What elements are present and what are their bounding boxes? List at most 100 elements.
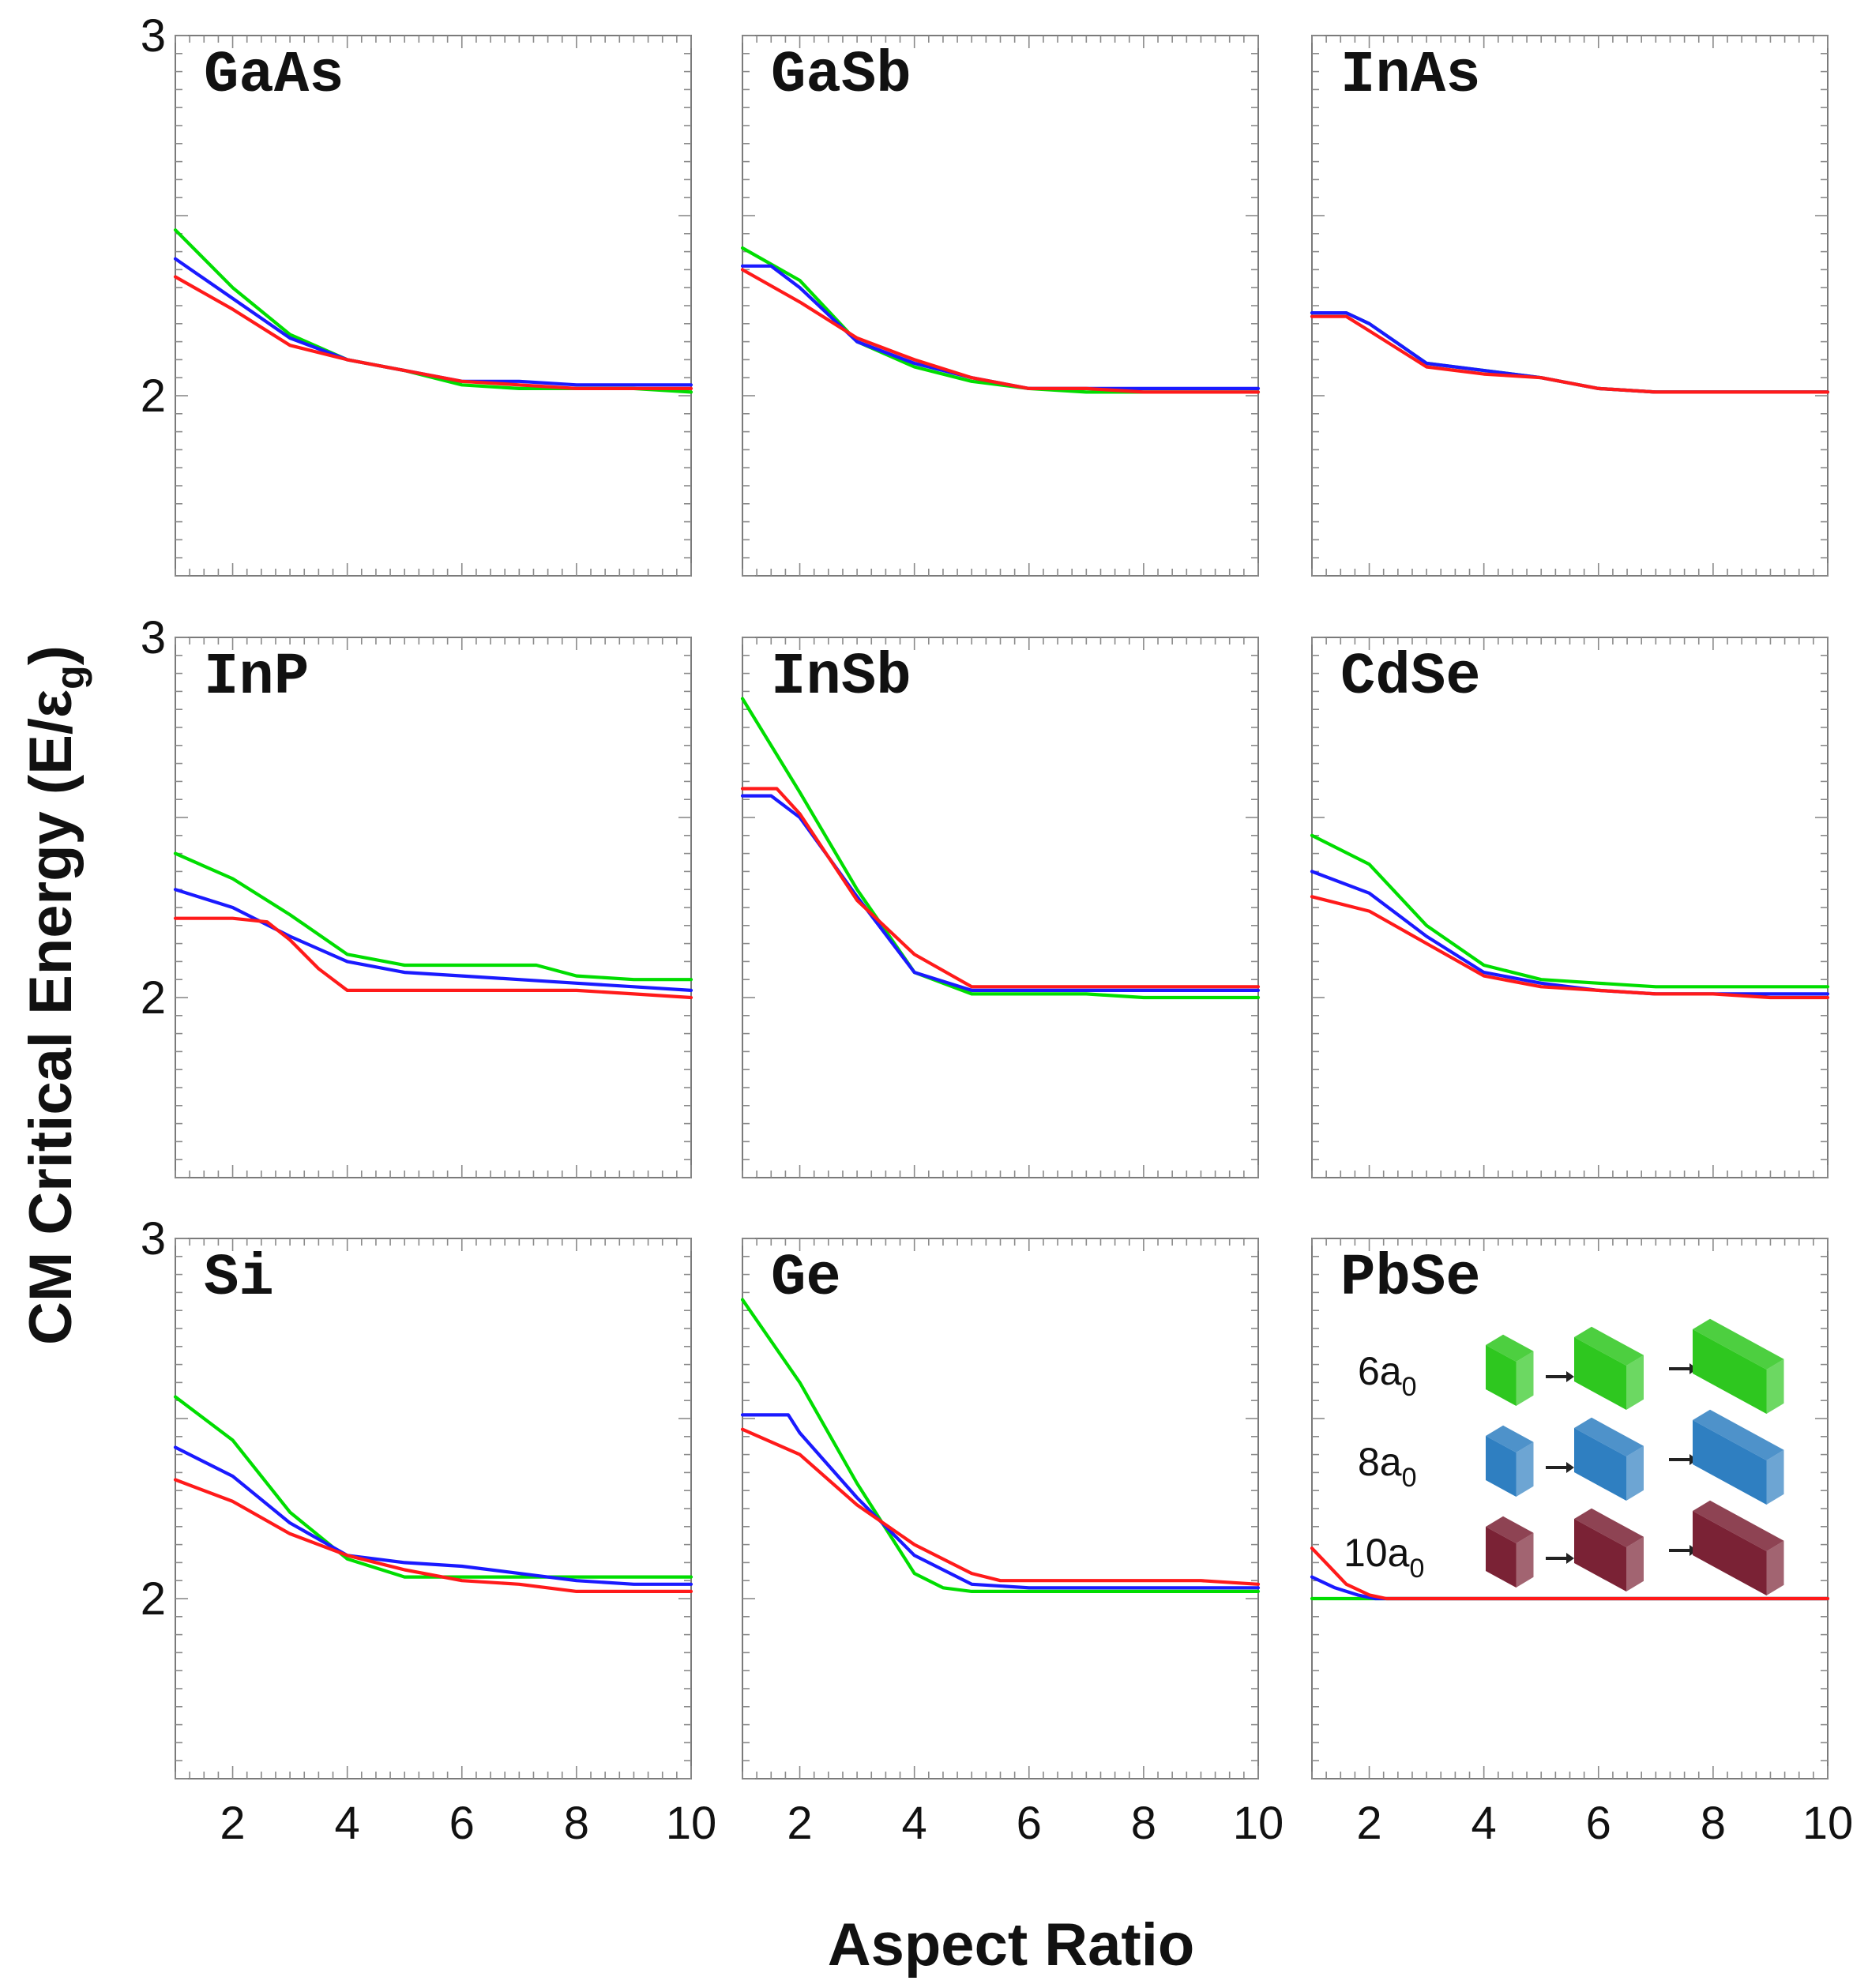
series-line-10a0 (740, 787, 1261, 989)
panel-title: InP (204, 645, 309, 711)
x-tick-label: 2 (220, 1798, 245, 1849)
legend-label: 10a0 (1344, 1531, 1424, 1584)
series-line-8a0 (740, 264, 1261, 390)
y-tick-label: 3 (141, 612, 166, 663)
x-tick-label: 4 (902, 1798, 927, 1849)
x-tick-label: 10 (1233, 1798, 1284, 1849)
prism-end-face (1516, 1441, 1534, 1497)
x-tick-label: 6 (1017, 1798, 1042, 1849)
prism-end-face (1516, 1532, 1534, 1588)
panel-grid: 2 3 GaAs GaSb InAs 2 3 InP InSb CdSe 2 3 2 4 6 8 10 Si 2 4 6… (141, 10, 1854, 1849)
prism-end-face (1626, 1536, 1644, 1592)
legend-label-text: 6a (1358, 1349, 1402, 1393)
prism-end-face (1626, 1355, 1644, 1410)
x-tick-label: 4 (1471, 1798, 1497, 1849)
legend-prism-long (1693, 1409, 1784, 1505)
legend-arrow-head (1566, 1462, 1574, 1473)
legend-item: 8a0 (1358, 1409, 1784, 1505)
prism-end-face (1766, 1359, 1784, 1414)
prism-top-face (1693, 1318, 1784, 1370)
x-tick-label: 6 (1586, 1798, 1611, 1849)
prism-front-face (1574, 1428, 1626, 1501)
y-axis-title-main: CM Critical Energy (E/ (17, 718, 85, 1345)
prism-top-face (1486, 1516, 1534, 1543)
prism-top-face (1486, 1425, 1534, 1452)
series-line-10a0 (173, 275, 693, 390)
panel-inp: 2 3 InP (141, 612, 693, 1178)
prism-front-face (1693, 1511, 1767, 1595)
panel-frame (1311, 35, 1829, 577)
panel-pbse: 2 4 6 8 10 PbSe (1310, 1238, 1853, 1849)
prism-top-face (1574, 1417, 1644, 1456)
y-tick-label: 2 (141, 1573, 166, 1625)
panel-title: GaAs (204, 43, 344, 109)
prism-top-face (1693, 1409, 1784, 1460)
y-tick-label: 3 (141, 10, 166, 62)
panel-si: 2 3 2 4 6 8 10 Si (141, 1213, 717, 1849)
legend-item: 6a0 (1358, 1318, 1784, 1414)
panel-title: Si (204, 1246, 274, 1312)
legend-label-subscript: 0 (1409, 1554, 1424, 1584)
panel-gasb: GaSb (740, 35, 1261, 577)
prism-end-face (1626, 1445, 1644, 1501)
legend-prism-medium (1574, 1417, 1644, 1501)
prism-end-face (1516, 1351, 1534, 1406)
series-line-10a0 (740, 1427, 1261, 1586)
y-axis-title: CM Critical Energy (E/εg) (17, 645, 92, 1345)
y-tick-label: 2 (141, 972, 166, 1024)
series-line-8a0 (740, 1413, 1261, 1590)
panel-cdse: CdSe (1310, 637, 1830, 1178)
legend-label-subscript: 0 (1402, 1372, 1417, 1402)
legend-item: 10a0 (1344, 1500, 1784, 1595)
legend-prism-medium (1574, 1508, 1644, 1592)
prism-front-face (1486, 1527, 1517, 1588)
panel-inas: InAs (1310, 35, 1830, 577)
x-tick-label: 4 (335, 1798, 360, 1849)
prism-front-face (1574, 1337, 1626, 1410)
legend-label-text: 10a (1344, 1531, 1410, 1575)
series-line-8a0 (1310, 870, 1830, 996)
x-tick-label: 6 (449, 1798, 475, 1849)
panel-title: PbSe (1340, 1246, 1481, 1312)
x-axis-title: Aspect Ratio (828, 1911, 1195, 1979)
panel-title: Ge (771, 1246, 841, 1312)
series-line-6a0 (740, 1298, 1261, 1594)
panel-frame (742, 637, 1259, 1178)
x-tick-label: 2 (787, 1798, 812, 1849)
panel-frame (175, 1238, 692, 1779)
panel-frame (742, 1238, 1259, 1779)
series-line-6a0 (740, 246, 1261, 394)
prism-front-face (1693, 1420, 1767, 1505)
panel-title: InSb (771, 645, 911, 711)
prism-front-face (1574, 1519, 1626, 1592)
series-line-6a0 (173, 851, 693, 982)
prism-end-face (1766, 1449, 1784, 1505)
series-line-6a0 (173, 1395, 693, 1579)
series-line-6a0 (740, 697, 1261, 1000)
legend-arrow-head (1566, 1371, 1574, 1382)
y-axis-title-subscript: g (48, 665, 92, 690)
prism-front-face (1693, 1329, 1767, 1414)
y-axis-title-symbol: ε (17, 690, 85, 718)
legend-prism-long (1693, 1500, 1784, 1595)
x-tick-label: 8 (1701, 1798, 1726, 1849)
series-line-6a0 (1310, 311, 1830, 394)
legend-label: 6a0 (1358, 1349, 1417, 1402)
prism-front-face (1486, 1345, 1517, 1406)
prism-top-face (1574, 1326, 1644, 1366)
panel-frame (1311, 1238, 1829, 1779)
panel-insb: InSb (740, 637, 1261, 1178)
legend-label-text: 8a (1358, 1440, 1402, 1484)
legend-prism-short (1486, 1425, 1534, 1497)
y-tick-label: 2 (141, 370, 166, 422)
panel-ge: 2 4 6 8 10 Ge (740, 1238, 1284, 1849)
series-line-8a0 (740, 794, 1261, 993)
prism-end-face (1766, 1540, 1784, 1595)
panel-title: InAs (1340, 43, 1481, 109)
series-line-6a0 (1310, 833, 1830, 989)
series-line-10a0 (173, 1478, 693, 1594)
legend-prism-medium (1574, 1326, 1644, 1410)
prism-top-face (1693, 1500, 1784, 1551)
prism-top-face (1486, 1334, 1534, 1362)
